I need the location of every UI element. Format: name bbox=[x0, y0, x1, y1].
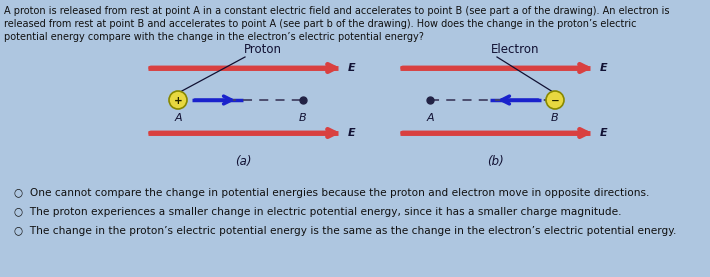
Text: released from rest at point B and accelerates to point A (see part b of the draw: released from rest at point B and accele… bbox=[4, 19, 636, 29]
Text: potential energy compare with the change in the electron’s electric potential en: potential energy compare with the change… bbox=[4, 32, 424, 42]
Text: E: E bbox=[600, 128, 608, 138]
Text: ○  One cannot compare the change in potential energies because the proton and el: ○ One cannot compare the change in poten… bbox=[14, 188, 650, 198]
Text: B: B bbox=[299, 113, 307, 123]
Text: B: B bbox=[551, 113, 559, 123]
Text: E: E bbox=[348, 63, 356, 73]
Circle shape bbox=[169, 91, 187, 109]
Text: A: A bbox=[426, 113, 434, 123]
Text: E: E bbox=[600, 63, 608, 73]
Text: −: − bbox=[551, 96, 559, 106]
Text: (b): (b) bbox=[486, 155, 503, 168]
Text: +: + bbox=[174, 96, 182, 106]
Text: A: A bbox=[174, 113, 182, 123]
Text: Electron: Electron bbox=[491, 43, 540, 56]
Circle shape bbox=[546, 91, 564, 109]
Text: ○  The proton experiences a smaller change in electric potential energy, since i: ○ The proton experiences a smaller chang… bbox=[14, 207, 621, 217]
Text: (a): (a) bbox=[235, 155, 251, 168]
Text: Proton: Proton bbox=[244, 43, 282, 56]
Text: A proton is released from rest at point A in a constant electric field and accel: A proton is released from rest at point … bbox=[4, 6, 670, 16]
Text: E: E bbox=[348, 128, 356, 138]
Text: ○  The change in the proton’s electric potential energy is the same as the chang: ○ The change in the proton’s electric po… bbox=[14, 226, 677, 236]
